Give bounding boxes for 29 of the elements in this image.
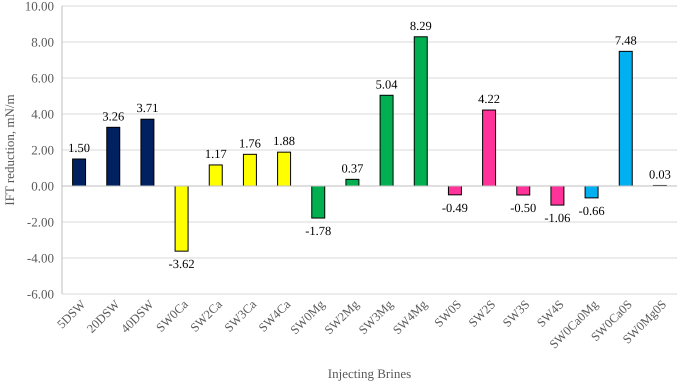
y-tick-label: 6.00 xyxy=(31,70,54,86)
data-label: 1.17 xyxy=(204,146,227,161)
data-label: 5.04 xyxy=(376,77,398,92)
y-tick-label: 8.00 xyxy=(31,34,54,50)
data-label: 3.71 xyxy=(136,101,158,116)
data-label: -1.06 xyxy=(544,211,570,226)
data-label: -0.66 xyxy=(578,204,605,218)
y-tick-label: -6.00 xyxy=(26,286,54,302)
data-label: 0.37 xyxy=(341,161,364,176)
y-tick-label: 10.00 xyxy=(24,0,54,14)
data-label: 7.48 xyxy=(614,33,637,48)
data-label: 0.03 xyxy=(648,167,671,182)
y-tick-label: 4.00 xyxy=(31,106,54,122)
data-label: 1.50 xyxy=(68,141,90,155)
data-label: 8.29 xyxy=(410,18,432,33)
data-label: -3.62 xyxy=(168,257,195,272)
data-label: 4.22 xyxy=(478,92,500,106)
data-label: -0.49 xyxy=(442,200,468,215)
data-label: -1.78 xyxy=(305,224,332,238)
data-label: -0.50 xyxy=(510,201,536,215)
x-axis-title: Injecting Brines xyxy=(328,366,412,381)
data-label: 1.76 xyxy=(238,136,261,150)
y-tick-label: -2.00 xyxy=(26,214,54,230)
y-tick-label: 0.00 xyxy=(31,178,54,194)
y-tick-label: 2.00 xyxy=(31,142,54,158)
y-axis-title: IFT reduction, mN/m xyxy=(2,94,17,206)
data-label: 1.88 xyxy=(273,134,296,148)
data-label: 3.26 xyxy=(102,109,124,124)
y-tick-label: -4.00 xyxy=(26,250,54,266)
